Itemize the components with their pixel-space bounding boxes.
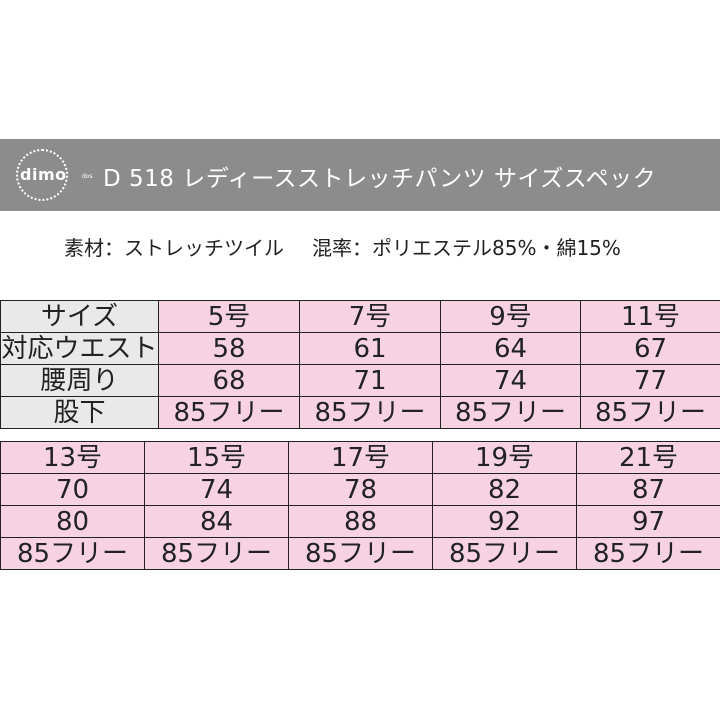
- size-cell: 5号: [158, 300, 300, 333]
- title-banner: dimo dos D 518 レディースストレッチパンツ サイズスペック: [0, 139, 720, 211]
- size-cell: 11号: [580, 300, 720, 333]
- size-cell: 19号: [432, 441, 577, 474]
- table-row: 股下 85フリー 85フリー 85フリー 85フリー: [0, 396, 720, 429]
- waist-cell: 87: [576, 473, 720, 506]
- inseam-cell: 85フリー: [0, 537, 145, 570]
- hip-cell: 80: [0, 505, 145, 538]
- material-info: 素材：ストレッチツイル 混率：ポリエステル85%・綿15%: [64, 232, 621, 261]
- hip-cell: 77: [580, 364, 720, 397]
- inseam-cell: 85フリー: [432, 537, 577, 570]
- waist-cell: 58: [158, 332, 300, 365]
- waist-cell: 61: [299, 332, 441, 365]
- hip-cell: 92: [432, 505, 577, 538]
- hip-cell: 88: [288, 505, 433, 538]
- page-title: D 518 レディースストレッチパンツ サイズスペック: [103, 166, 657, 192]
- hip-cell: 84: [144, 505, 289, 538]
- inseam-cell: 85フリー: [576, 537, 720, 570]
- row-label-waist: 対応ウエスト: [0, 332, 159, 365]
- hip-cell: 71: [299, 364, 441, 397]
- hip-cell: 97: [576, 505, 720, 538]
- logo-subtext: dos: [82, 173, 93, 180]
- size-cell: 17号: [288, 441, 433, 474]
- row-label-inseam: 股下: [0, 396, 159, 429]
- waist-cell: 82: [432, 473, 577, 506]
- table-row: 85フリー 85フリー 85フリー 85フリー 85フリー: [0, 537, 720, 570]
- inseam-cell: 85フリー: [580, 396, 720, 429]
- waist-cell: 78: [288, 473, 433, 506]
- table-row: 13号 15号 17号 19号 21号: [0, 441, 720, 474]
- inseam-cell: 85フリー: [144, 537, 289, 570]
- size-cell: 21号: [576, 441, 720, 474]
- inseam-cell: 85フリー: [440, 396, 581, 429]
- size-cell: 15号: [144, 441, 289, 474]
- size-table-1: サイズ 5号 7号 9号 11号 対応ウエスト 58 61 64 67 腰周り …: [0, 300, 720, 429]
- waist-cell: 74: [144, 473, 289, 506]
- row-label-hip: 腰周り: [0, 364, 159, 397]
- size-cell: 7号: [299, 300, 441, 333]
- row-label-size: サイズ: [0, 300, 159, 333]
- fabric-text: 素材：ストレッチツイル: [64, 236, 284, 260]
- waist-cell: 67: [580, 332, 720, 365]
- blend-text: 混率：ポリエステル85%・綿15%: [312, 236, 621, 260]
- size-table-2: 13号 15号 17号 19号 21号 70 74 78 82 87 80 84…: [0, 441, 720, 570]
- inseam-cell: 85フリー: [288, 537, 433, 570]
- table-row: 腰周り 68 71 74 77: [0, 364, 720, 397]
- waist-cell: 70: [0, 473, 145, 506]
- inseam-cell: 85フリー: [158, 396, 300, 429]
- table-row: 70 74 78 82 87: [0, 473, 720, 506]
- hip-cell: 74: [440, 364, 581, 397]
- table-row: サイズ 5号 7号 9号 11号: [0, 300, 720, 333]
- logo-text: dimo: [20, 165, 67, 184]
- inseam-cell: 85フリー: [299, 396, 441, 429]
- waist-cell: 64: [440, 332, 581, 365]
- hip-cell: 68: [158, 364, 300, 397]
- table-row: 80 84 88 92 97: [0, 505, 720, 538]
- table-row: 対応ウエスト 58 61 64 67: [0, 332, 720, 365]
- size-cell: 9号: [440, 300, 581, 333]
- size-cell: 13号: [0, 441, 145, 474]
- dimo-logo-badge: [16, 149, 68, 201]
